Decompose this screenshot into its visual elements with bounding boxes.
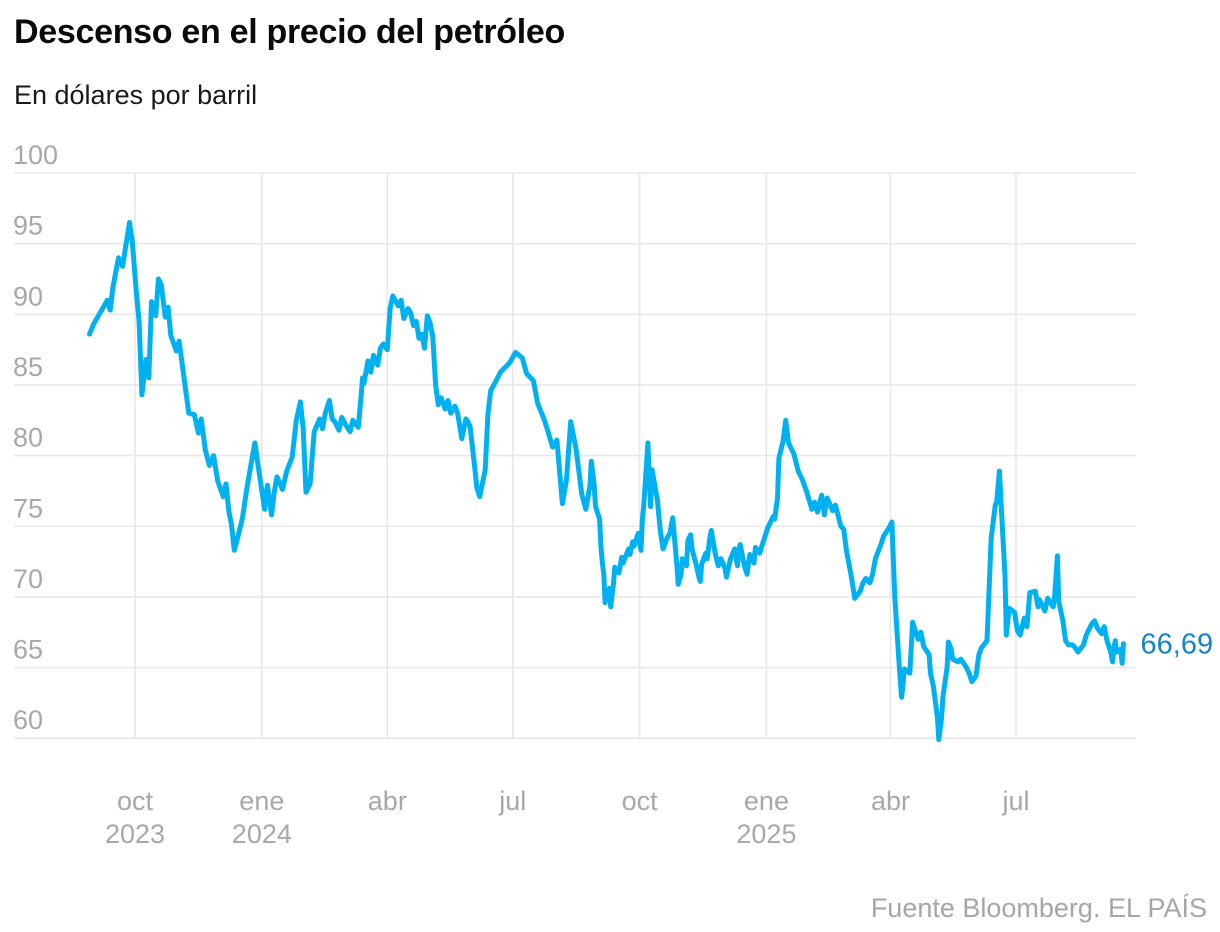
y-axis-label: 65 — [13, 635, 43, 665]
x-axis-label: ene — [744, 786, 789, 816]
source-credit: Fuente Bloomberg. EL PAÍS — [870, 893, 1207, 923]
x-axis-label: ene — [239, 786, 284, 816]
y-axis-label: 85 — [13, 352, 43, 382]
y-axis-label: 70 — [13, 564, 43, 594]
last-value-label: 66,69 — [1141, 629, 1214, 661]
x-axis-label: oct — [622, 786, 659, 816]
x-axis-year-label: 2024 — [232, 819, 292, 849]
price-line — [87, 220, 1126, 743]
x-axis-label: jul — [1001, 786, 1029, 816]
y-axis-label: 90 — [13, 281, 43, 311]
x-axis-year-label: 2025 — [736, 819, 796, 849]
x-axis-label: abr — [871, 786, 910, 816]
y-axis-label: 95 — [13, 211, 43, 241]
x-axis-label: oct — [117, 786, 154, 816]
page-title: Descenso en el precio del petróleo — [14, 13, 565, 51]
y-axis-label: 80 — [13, 423, 43, 453]
y-axis-label: 60 — [13, 705, 43, 735]
x-axis-year-label: 2023 — [105, 819, 165, 849]
x-axis-label: abr — [368, 786, 407, 816]
x-axis-label: jul — [498, 786, 526, 816]
y-axis-label: 100 — [13, 140, 58, 170]
y-axis-label: 75 — [13, 493, 43, 523]
chart-subtitle: En dólares por barril — [14, 80, 258, 110]
